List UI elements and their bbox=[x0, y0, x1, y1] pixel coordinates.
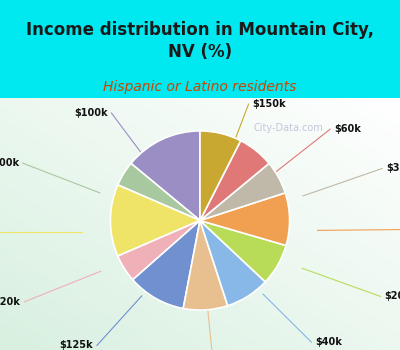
Text: $60k: $60k bbox=[334, 124, 361, 134]
Text: $125k: $125k bbox=[59, 341, 93, 350]
Text: > $200k: > $200k bbox=[0, 158, 19, 168]
Wedge shape bbox=[118, 163, 200, 220]
Text: $20k: $20k bbox=[0, 297, 20, 307]
Wedge shape bbox=[200, 220, 286, 282]
Wedge shape bbox=[118, 220, 200, 280]
Wedge shape bbox=[183, 220, 228, 310]
Text: $40k: $40k bbox=[316, 337, 342, 347]
Wedge shape bbox=[200, 220, 265, 306]
Wedge shape bbox=[200, 141, 269, 220]
Text: $30k: $30k bbox=[386, 163, 400, 174]
Wedge shape bbox=[133, 220, 200, 308]
Wedge shape bbox=[131, 131, 200, 220]
Text: $150k: $150k bbox=[252, 99, 286, 109]
Text: $100k: $100k bbox=[74, 108, 108, 118]
Wedge shape bbox=[200, 131, 241, 220]
Wedge shape bbox=[110, 185, 200, 256]
Text: Income distribution in Mountain City,
NV (%): Income distribution in Mountain City, NV… bbox=[26, 21, 374, 61]
Text: City-Data.com: City-Data.com bbox=[253, 123, 323, 133]
Text: Hispanic or Latino residents: Hispanic or Latino residents bbox=[103, 80, 297, 94]
Text: $200k: $200k bbox=[385, 292, 400, 301]
Wedge shape bbox=[200, 163, 285, 220]
Wedge shape bbox=[200, 193, 290, 245]
